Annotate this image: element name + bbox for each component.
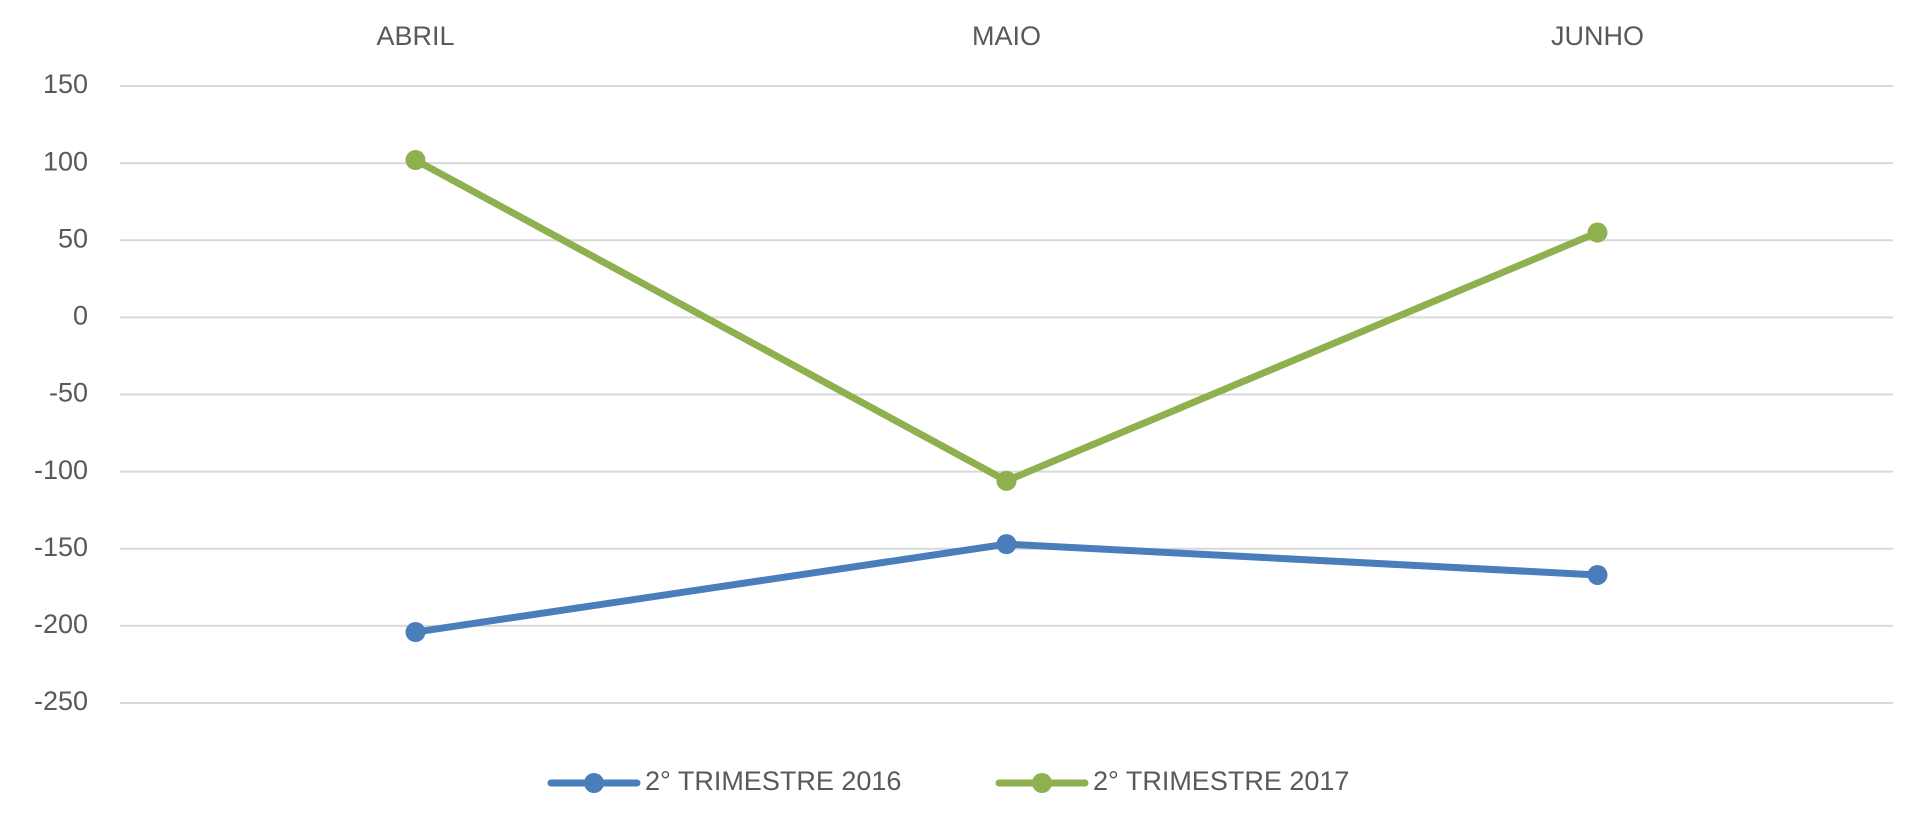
y-tick-label: -250 <box>34 686 88 716</box>
data-point <box>996 470 1017 491</box>
y-tick-label: 100 <box>43 146 88 176</box>
legend-label: 2° TRIMESTRE 2017 <box>1093 766 1349 796</box>
data-point <box>1587 222 1608 243</box>
y-tick-label: -150 <box>34 532 88 562</box>
y-tick-label: -200 <box>34 609 88 639</box>
data-point <box>996 534 1017 555</box>
legend-marker <box>1032 773 1052 793</box>
legend-marker <box>584 773 604 793</box>
x-tick-label: ABRIL <box>376 21 454 51</box>
x-tick-label: MAIO <box>972 21 1041 51</box>
y-tick-label: 0 <box>73 301 88 331</box>
y-tick-label: 150 <box>43 69 88 99</box>
y-tick-label: 50 <box>58 223 88 253</box>
y-tick-label: -100 <box>34 455 88 485</box>
data-point <box>1587 564 1608 585</box>
series-line <box>412 156 1601 485</box>
data-point <box>405 622 426 643</box>
series-line <box>412 540 1601 636</box>
data-point <box>405 150 426 171</box>
x-tick-label: JUNHO <box>1551 21 1644 51</box>
y-tick-label: -50 <box>49 378 88 408</box>
legend-label: 2° TRIMESTRE 2016 <box>645 766 901 796</box>
